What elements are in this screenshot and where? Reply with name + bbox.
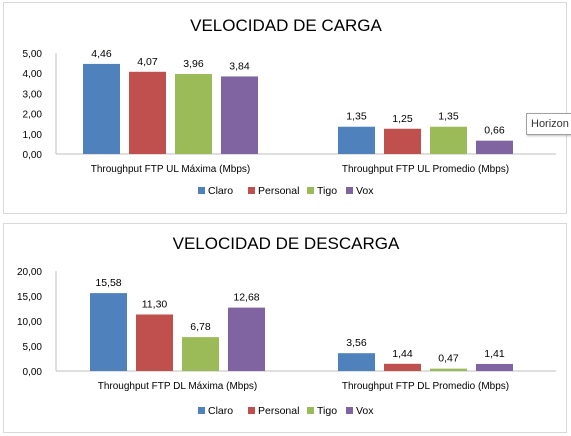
data-label: 1,35 [438, 111, 459, 123]
legend-label-tigo: Tigo [317, 405, 337, 417]
bar-personal [384, 128, 421, 154]
data-label: 3,56 [346, 337, 367, 349]
bar-claro [338, 353, 375, 371]
y-tick-label: 5,00 [23, 342, 43, 353]
chart-title: VELOCIDAD DE CARGA [190, 16, 382, 35]
bar-tigo [430, 126, 467, 154]
legend-swatch-tigo [307, 407, 314, 414]
legend-label-personal: Personal [258, 405, 299, 417]
bar-vox [228, 307, 265, 371]
legend-swatch-tigo [307, 187, 314, 194]
bar-claro [83, 63, 120, 154]
y-tick-label: 1,00 [23, 130, 43, 141]
legend-swatch-claro [198, 187, 205, 194]
bar-vox [221, 76, 258, 154]
legend-label-vox: Vox [356, 405, 374, 417]
bar-tigo [430, 368, 467, 371]
data-label: 3,96 [183, 58, 204, 70]
data-label: 1,25 [392, 113, 413, 125]
data-label: 1,35 [346, 111, 367, 123]
legend-label-vox: Vox [356, 185, 374, 197]
y-tick-label: 0,00 [23, 367, 43, 378]
data-label: 11,30 [142, 299, 168, 311]
legend-label-personal: Personal [258, 185, 299, 197]
upload-speed-chart-panel: VELOCIDAD DE CARGA 0,00 1,00 2,00 3,00 4,00 5,… [3, 2, 567, 214]
bar-vox [476, 140, 513, 154]
legend-label-claro: Claro [208, 405, 233, 417]
bar-tigo [182, 337, 219, 371]
bar-claro [338, 126, 375, 154]
data-label: 3,84 [229, 60, 250, 72]
legend-swatch-vox [346, 187, 353, 194]
y-tick-label: 10,00 [17, 317, 42, 328]
axis-tooltip: Horizon [526, 113, 571, 135]
legend-label-claro: Claro [208, 185, 233, 197]
y-tick-label: 3,00 [23, 89, 43, 100]
category-label: Throughput FTP UL Máxima (Mbps) [91, 164, 251, 175]
category-label: Throughput FTP UL Promedio (Mbps) [342, 164, 509, 175]
legend-label-tigo: Tigo [317, 185, 337, 197]
data-label: 4,07 [137, 56, 158, 68]
legend-swatch-personal [248, 407, 255, 414]
bar-personal [129, 71, 166, 154]
data-label: 1,41 [484, 348, 505, 360]
data-label: 4,46 [91, 48, 112, 60]
data-label: 0,47 [438, 353, 459, 365]
bar-tigo [175, 74, 212, 154]
bar-personal [136, 314, 173, 371]
y-tick-label: 5,00 [23, 49, 43, 60]
download-speed-chart-panel: VELOCIDAD DE DESCARGA 0,00 5,00 10,00 15,00 2… [3, 223, 567, 433]
y-tick-label: 4,00 [23, 69, 43, 80]
chart-title: VELOCIDAD DE DESCARGA [173, 234, 400, 253]
data-label: 12,68 [233, 292, 259, 304]
download-speed-chart: VELOCIDAD DE DESCARGA 0,00 5,00 10,00 15,00 2… [17, 234, 556, 417]
legend-swatch-personal [248, 187, 255, 194]
category-label: Throughput FTP DL Promedio (Mbps) [342, 381, 509, 392]
y-tick-label: 2,00 [23, 110, 43, 121]
y-tick-label: 0,00 [23, 150, 43, 161]
y-tick-label: 15,00 [17, 292, 42, 303]
bar-claro [90, 293, 127, 371]
data-label: 1,44 [392, 348, 413, 360]
data-label: 0,66 [484, 125, 505, 137]
bar-vox [476, 363, 513, 371]
bar-personal [384, 363, 421, 371]
legend-swatch-claro [198, 407, 205, 414]
data-label: 15,58 [95, 277, 121, 289]
upload-speed-chart: VELOCIDAD DE CARGA 0,00 1,00 2,00 3,00 4,00 5,… [23, 16, 556, 197]
legend-swatch-vox [346, 407, 353, 414]
y-tick-label: 20,00 [17, 267, 42, 278]
data-label: 6,78 [190, 321, 211, 333]
category-label: Throughput FTP DL Máxima (Mbps) [98, 381, 258, 392]
